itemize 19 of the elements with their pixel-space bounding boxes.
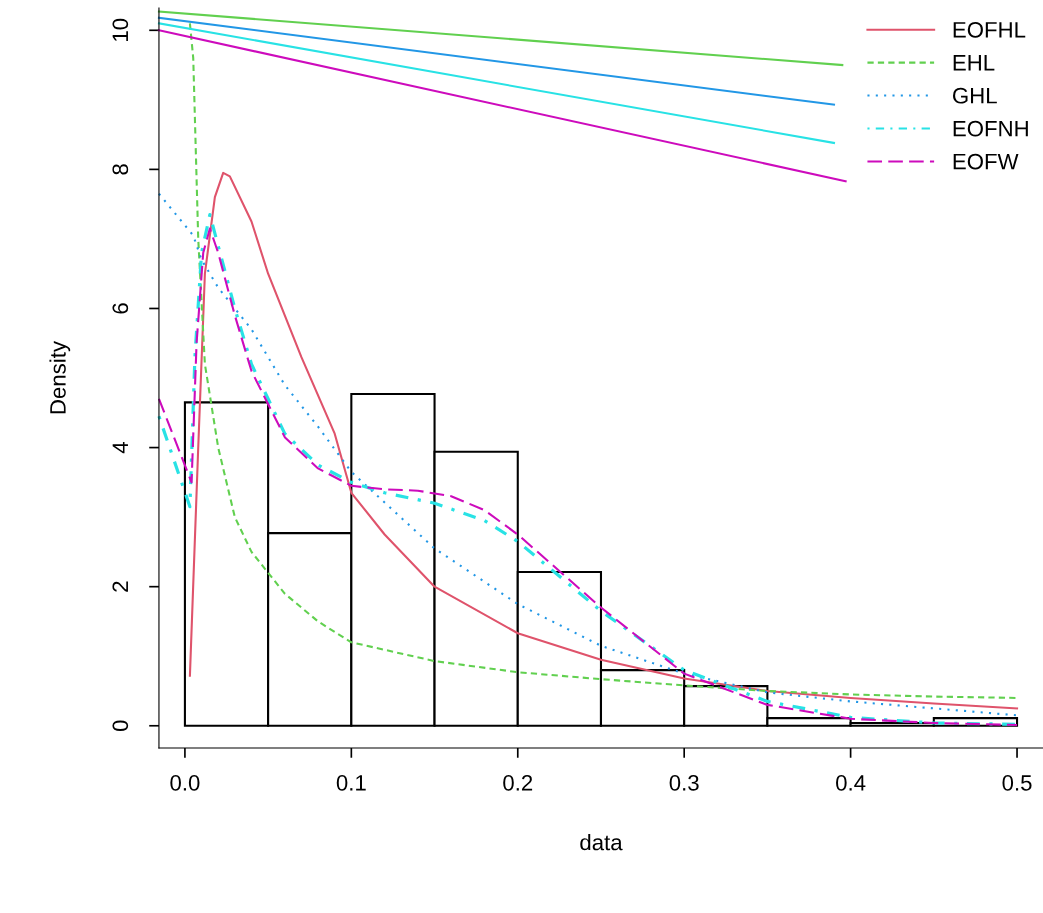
y-tick-label: 6 bbox=[112, 303, 129, 314]
x-tick-label: 0.5 bbox=[1002, 775, 1032, 791]
x-tick-label: 0.1 bbox=[336, 775, 366, 791]
x-tick-label: 0.4 bbox=[836, 775, 866, 791]
legend-label: EOFW bbox=[953, 153, 1019, 170]
legend-label: EHL bbox=[953, 55, 995, 71]
legend-label: EOFHL bbox=[953, 21, 1026, 38]
y-tick-label: 4 bbox=[112, 442, 128, 454]
y-tick-label: 2 bbox=[112, 581, 128, 592]
y-tick-label: 0 bbox=[112, 720, 129, 732]
x-tick-label: 0.0 bbox=[170, 775, 200, 791]
x-tick-label: 0.2 bbox=[503, 775, 533, 791]
x-axis-title: data bbox=[580, 834, 623, 851]
y-tick-label: 8 bbox=[112, 164, 129, 175]
legend-label: EOFNH bbox=[953, 120, 1028, 137]
legend-label: GHL bbox=[953, 87, 997, 104]
y-tick-label: 10 bbox=[112, 18, 129, 41]
y-axis-title: Density bbox=[49, 341, 71, 414]
x-tick-label: 0.3 bbox=[669, 775, 699, 791]
